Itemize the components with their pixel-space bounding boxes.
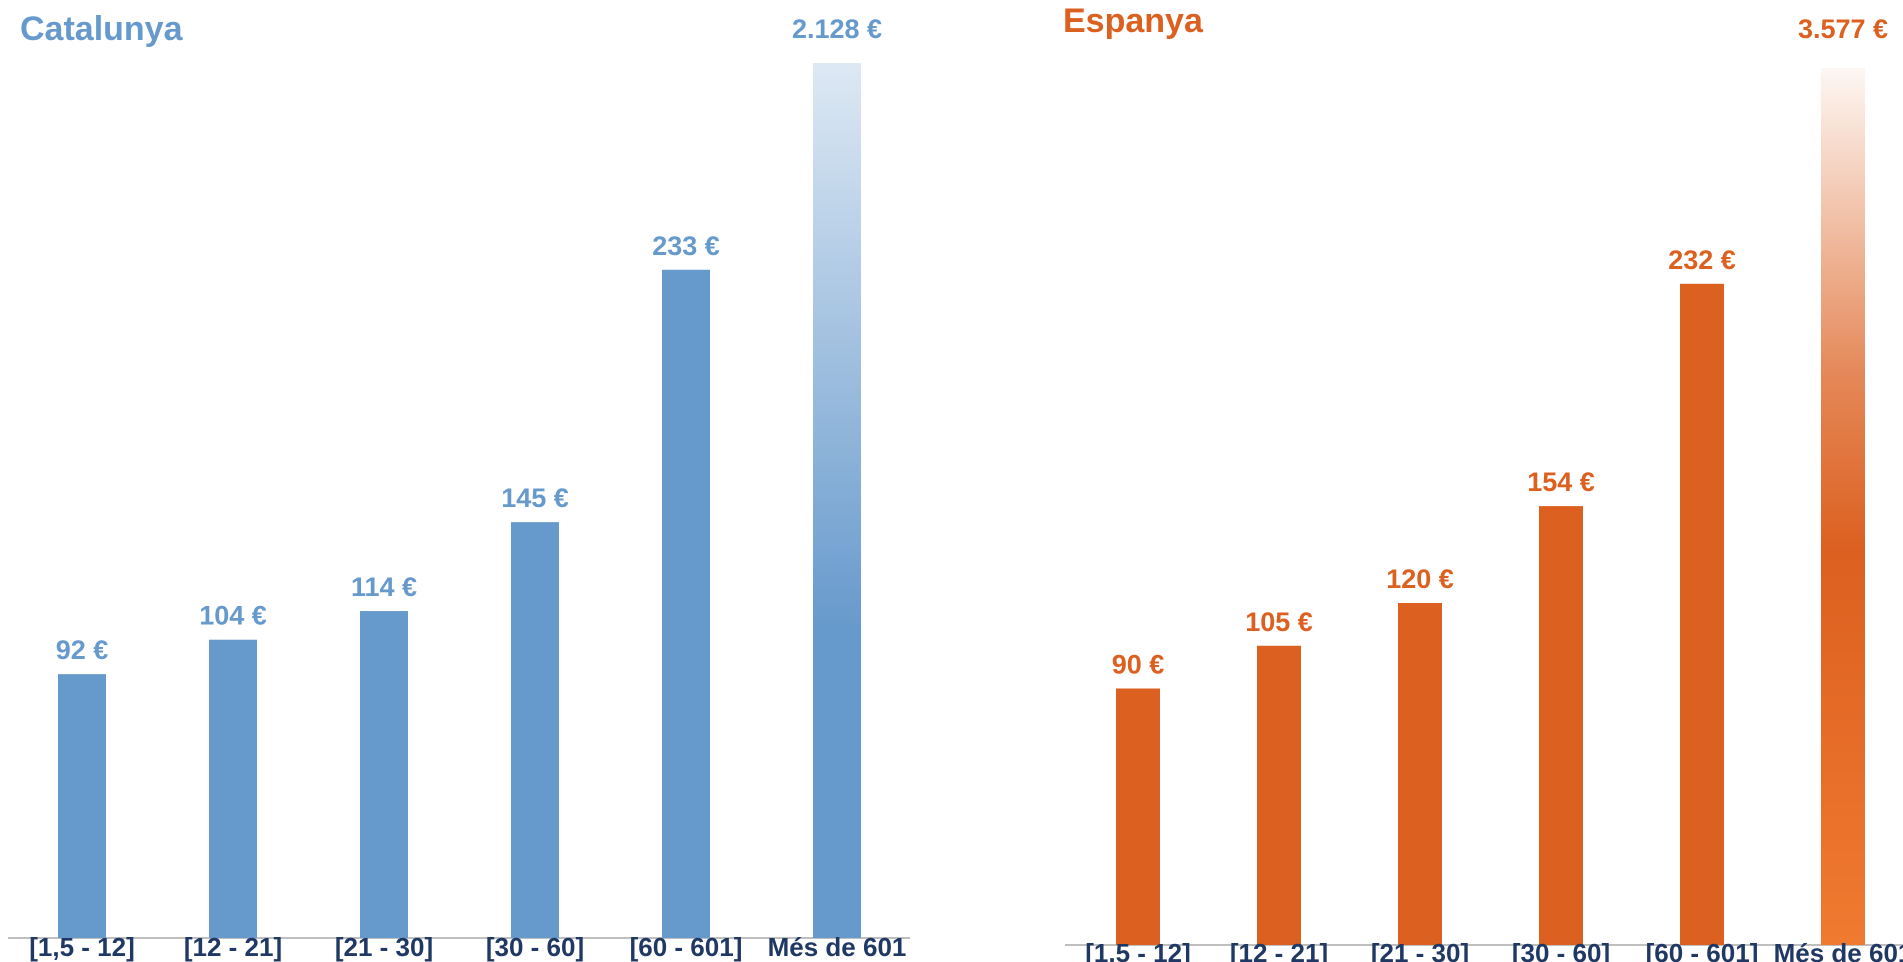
x-tick-label: [60 - 601] <box>1646 938 1759 962</box>
data-label: 105 € <box>1245 607 1313 637</box>
bar <box>1257 645 1301 945</box>
data-label: 233 € <box>652 231 720 261</box>
bar <box>1539 506 1583 945</box>
data-label: 92 € <box>56 635 109 665</box>
data-label: 3.577 € <box>1798 14 1888 44</box>
data-label: 154 € <box>1527 467 1595 497</box>
chart-svg: 90 € [1,5 - 12] 105 € [12 - 21] 120 € [21 - 3… <box>1065 14 1903 962</box>
data-label: 104 € <box>199 601 267 631</box>
chart-catalunya: Catalunya 92 € [1,5 - 12] 104 € [12 - 21] 11… <box>0 0 920 962</box>
data-label: 90 € <box>1112 650 1165 680</box>
bar <box>662 269 710 939</box>
x-tick-label: [1,5 - 12] <box>29 932 135 962</box>
chart-espanya: Espanya 90 € [1,5 - 12] 105 € [12 - 21] 120 … <box>1060 0 1903 962</box>
bar <box>209 639 257 938</box>
x-tick-label: [21 - 30] <box>335 932 433 962</box>
x-tick-label: [30 - 60] <box>486 932 584 962</box>
x-tick-label: [12 - 21] <box>1230 938 1328 962</box>
data-label: 120 € <box>1386 564 1454 594</box>
x-tick-label: [30 - 60] <box>1512 938 1610 962</box>
bar <box>1116 688 1160 945</box>
data-label: 232 € <box>1668 245 1736 275</box>
bar <box>1680 283 1724 945</box>
x-tick-label: Més de 601 <box>768 932 907 962</box>
data-label: 145 € <box>501 483 569 513</box>
chart-title: Espanya <box>1063 2 1203 40</box>
bar <box>1398 603 1442 945</box>
x-tick-label: [1,5 - 12] <box>1085 938 1191 962</box>
bar <box>511 522 559 938</box>
bar <box>813 63 861 938</box>
bar <box>1821 68 1865 945</box>
x-tick-label: [12 - 21] <box>184 932 282 962</box>
bar <box>58 674 106 938</box>
x-tick-label: [60 - 601] <box>630 932 743 962</box>
x-tick-label: [21 - 30] <box>1371 938 1469 962</box>
data-label: 114 € <box>351 572 417 602</box>
bar <box>360 611 408 938</box>
x-tick-label: Més de 601 <box>1774 938 1903 962</box>
data-label: 2.128 € <box>792 14 882 44</box>
chart-svg: 92 € [1,5 - 12] 104 € [12 - 21] 114 € [21 - 3… <box>8 14 910 962</box>
chart-title: Catalunya <box>20 10 183 48</box>
